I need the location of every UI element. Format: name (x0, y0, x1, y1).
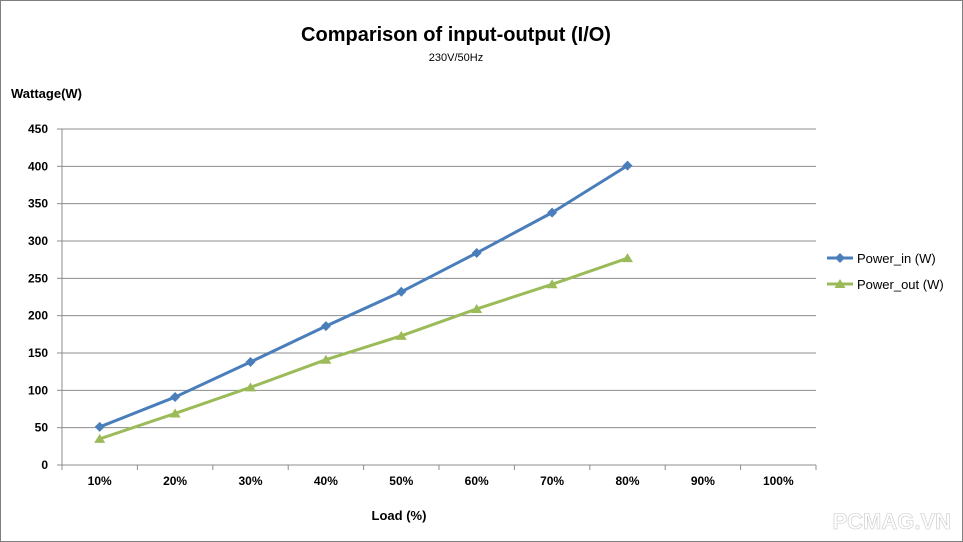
x-tick-labels: 10% 20% 30% 40% 50% 60% 70% 80% 90% 100% (88, 474, 794, 488)
x-tick-label: 40% (314, 474, 338, 488)
gridlines (62, 128, 816, 429)
series-group (94, 160, 633, 443)
data-point (622, 160, 633, 171)
data-point (94, 433, 106, 443)
series-power-out (94, 253, 633, 443)
data-point (245, 382, 256, 392)
data-point (320, 354, 332, 364)
axes (57, 128, 817, 470)
legend-marker (834, 279, 846, 288)
data-point (170, 392, 181, 403)
chart-subtitle: 230V/50Hz (429, 52, 483, 64)
legend: Power_in (W) Power_out (W) (827, 251, 944, 292)
data-point (471, 303, 483, 313)
data-point (396, 286, 407, 297)
y-tick-label: 350 (28, 197, 48, 211)
x-tick-label: 10% (88, 474, 112, 488)
data-point (395, 330, 407, 340)
series-power-in (94, 160, 633, 432)
data-point (546, 279, 558, 289)
y-tick-label: 450 (28, 122, 48, 136)
legend-marker (835, 253, 845, 263)
legend-label: Power_in (W) (857, 251, 936, 266)
data-point (245, 356, 256, 367)
series-line (99, 164, 629, 429)
data-point (471, 247, 482, 258)
data-point (547, 207, 558, 218)
data-point (169, 408, 181, 418)
x-tick-label: 20% (163, 474, 187, 488)
y-tick-label: 0 (41, 458, 48, 472)
x-tick-label: 90% (691, 474, 715, 488)
legend-label: Power_out (W) (857, 277, 944, 292)
x-tick-label: 30% (238, 474, 262, 488)
x-tick-label: 60% (465, 474, 489, 488)
y-tick-label: 150 (28, 346, 48, 360)
x-tick-label: 80% (615, 474, 639, 488)
data-point (622, 253, 633, 263)
y-tick-label: 400 (28, 159, 48, 173)
x-tick-label: 70% (540, 474, 564, 488)
y-tick-label: 50 (35, 421, 49, 435)
y-tick-labels: 0 50 100 150 200 250 300 350 400 450 (28, 122, 48, 472)
y-tick-label: 100 (28, 383, 48, 397)
y-axis-title: Wattage(W) (11, 86, 82, 101)
data-point (320, 321, 331, 332)
y-tick-label: 200 (28, 309, 48, 323)
x-tick-label: 50% (389, 474, 413, 488)
y-tick-label: 300 (28, 234, 48, 248)
watermark: PCMAG.VN (832, 509, 951, 534)
x-tick-label: 100% (763, 474, 794, 488)
data-point (94, 421, 105, 432)
series-line (99, 256, 628, 441)
y-tick-label: 250 (28, 271, 48, 285)
chart-title: Comparison of input-output (I/O) (301, 24, 611, 46)
x-axis-title: Load (%) (372, 508, 427, 523)
